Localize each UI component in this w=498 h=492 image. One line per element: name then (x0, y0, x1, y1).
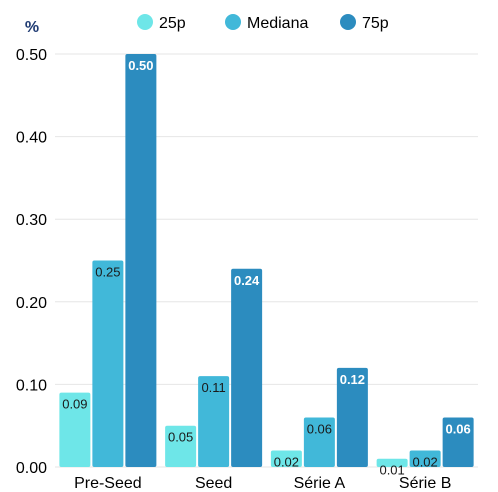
y-tick-label: 0.30 (16, 212, 47, 229)
legend-label: 75p (362, 15, 389, 32)
legend-item[interactable]: Mediana (225, 14, 308, 32)
bar (92, 260, 124, 467)
y-tick-label: 0.10 (16, 377, 47, 394)
legend-label: Mediana (247, 15, 308, 32)
bar (59, 392, 91, 467)
bar-value-label: 0.12 (340, 372, 365, 387)
legend-label: 25p (159, 15, 186, 32)
legend-item[interactable]: 75p (340, 14, 389, 32)
bar (125, 54, 157, 467)
bar-value-label: 0.06 (307, 421, 332, 436)
bar-value-label: 0.11 (201, 380, 225, 395)
bar-value-label: 0.02 (274, 454, 299, 469)
bar (198, 376, 230, 467)
y-tick-label: 0.50 (16, 47, 47, 64)
bar-value-label: 0.01 (379, 463, 404, 478)
legend-swatch (340, 14, 356, 30)
bar (442, 417, 474, 467)
bar (165, 425, 197, 467)
bar (303, 417, 335, 467)
bars: 0.09 0.25 0.50 0.05 0.11 0.24 0.02 0.06 0.12 0.01… (59, 54, 474, 478)
bar-value-label: 0.02 (412, 454, 437, 469)
bar (376, 458, 408, 467)
bar-value-label: 0.05 (168, 430, 193, 445)
x-tick-label: Série B (399, 475, 451, 492)
y-axis-unit: % (25, 19, 39, 36)
bar-value-label: 0.50 (128, 58, 153, 73)
legend-swatch (225, 14, 241, 30)
legend: 25p Mediana 75p (137, 14, 389, 32)
y-tick-label: 0.20 (16, 295, 47, 312)
bar-value-label: 0.09 (62, 397, 87, 412)
y-axis: 0.00 0.10 0.20 0.30 0.40 0.50 (16, 47, 47, 477)
bar (409, 450, 441, 467)
legend-item[interactable]: 25p (137, 14, 186, 32)
y-tick-label: 0.40 (16, 130, 47, 147)
x-tick-label: Pre-Seed (74, 475, 142, 492)
bar-value-label: 0.24 (234, 273, 260, 288)
legend-swatch (137, 14, 153, 30)
x-tick-label: Série A (294, 475, 346, 492)
x-tick-label: Seed (195, 475, 232, 492)
bar-value-label: 0.25 (95, 265, 120, 280)
bar (270, 450, 302, 467)
bar-value-label: 0.06 (445, 421, 470, 436)
bar (231, 268, 263, 467)
x-axis: Pre-Seed Seed Série A Série B (74, 475, 451, 492)
y-tick-label: 0.00 (16, 460, 47, 477)
bar (336, 367, 368, 467)
